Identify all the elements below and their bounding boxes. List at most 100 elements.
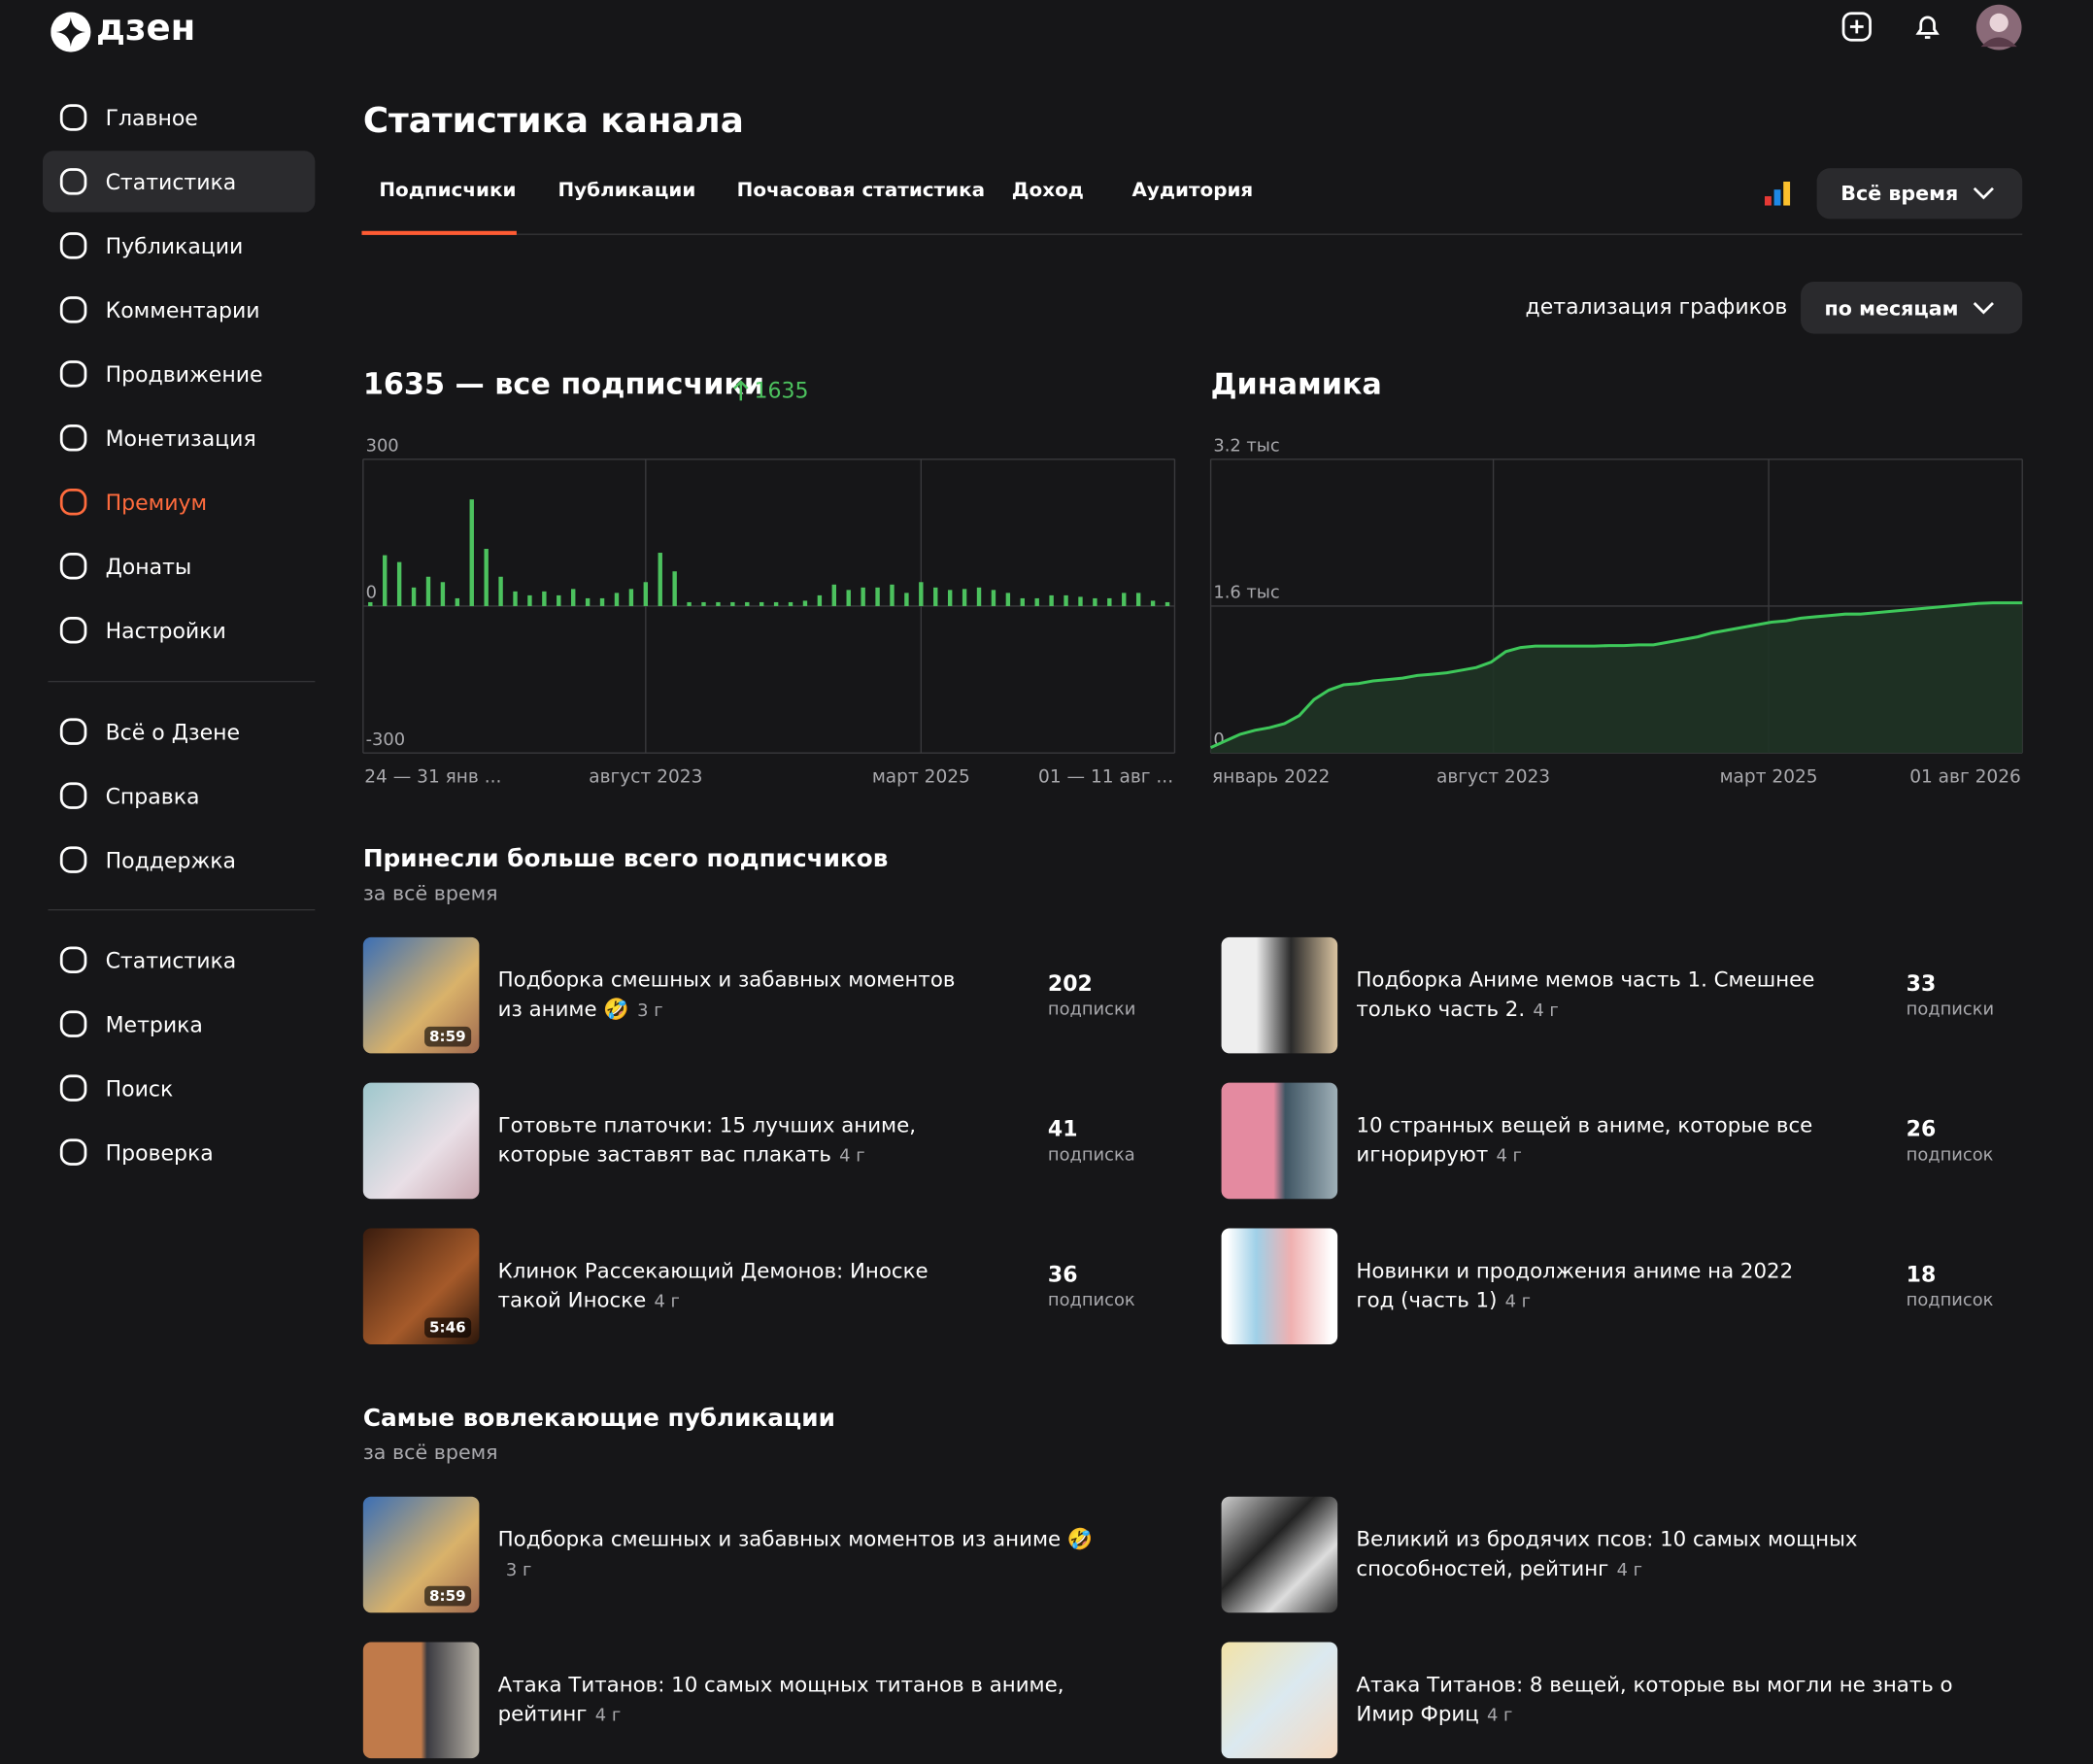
nav-label: Настройки xyxy=(105,617,226,643)
nav-icon xyxy=(59,946,87,973)
nav-item[interactable]: Метрика xyxy=(43,994,315,1055)
nav-icon xyxy=(59,232,87,259)
y-tick-label: 0 xyxy=(366,583,377,603)
nav-icon xyxy=(59,616,87,644)
publication[interactable]: Клинок Рассекающий Демонов: Иноске такой… xyxy=(498,1228,965,1344)
bar xyxy=(991,590,996,606)
tab[interactable]: Публикации xyxy=(557,180,696,202)
nav-item[interactable]: Продвижение xyxy=(43,343,315,404)
publication[interactable]: 10 странных вещей в аниме, которые все и… xyxy=(1356,1083,1823,1200)
nav-label: Поддержка xyxy=(105,847,237,873)
publication-age: 4 г xyxy=(1533,1001,1559,1021)
bar xyxy=(455,597,460,606)
tab[interactable]: Доход xyxy=(1011,180,1084,202)
thumbnail[interactable] xyxy=(1221,1496,1338,1613)
sidebar-divider xyxy=(48,908,316,911)
subscriber-unit: подписки xyxy=(1047,1000,1136,1021)
publication[interactable]: Подборка Аниме мемов часть 1. Смешнее то… xyxy=(1356,937,1823,1054)
bar xyxy=(687,601,692,606)
nav-item[interactable]: Монетизация xyxy=(43,407,315,468)
tab[interactable]: Почасовая статистика xyxy=(736,180,986,202)
bar xyxy=(802,600,808,606)
avatar[interactable] xyxy=(1975,4,2022,51)
duration: 8:59 xyxy=(423,1585,472,1607)
publication-text: Великий из бродячих псов: 10 самых мощны… xyxy=(1356,1524,1997,1585)
thumbnail[interactable]: 5:46 xyxy=(362,1228,480,1345)
nav-icon xyxy=(59,553,87,580)
nav-item[interactable]: Поиск xyxy=(43,1058,315,1119)
nav-item[interactable]: Главное xyxy=(43,86,315,148)
nav-label: Монетизация xyxy=(105,424,256,451)
chevron xyxy=(1974,301,1995,314)
publication-title: Подборка смешных и забавных моментов из … xyxy=(497,1526,1094,1551)
nav-label: Донаты xyxy=(105,553,192,579)
nav-label: Премиум xyxy=(105,489,208,515)
nav-item[interactable]: Настройки xyxy=(43,599,315,661)
nav-item[interactable]: Поддержка xyxy=(43,830,315,891)
nav-item[interactable]: Премиум xyxy=(43,471,315,532)
logo-text[interactable]: дзен xyxy=(95,8,196,50)
publication-age: 4 г xyxy=(1504,1291,1532,1312)
thumbnail[interactable] xyxy=(1221,936,1338,1054)
bar xyxy=(1122,593,1127,606)
thumbnail[interactable] xyxy=(362,1082,480,1200)
publication[interactable]: Новинки и продолжения аниме на 2022 год … xyxy=(1356,1228,1823,1344)
nav-label: Главное xyxy=(105,104,198,131)
detail-select[interactable]: по месяцам xyxy=(1801,281,2023,334)
publication-age: 3 г xyxy=(505,1559,532,1580)
publication-title: Подборка Аниме мемов часть 1. Смешнее то… xyxy=(1356,967,1815,1021)
publication-title: Клинок Рассекающий Демонов: Иноске такой… xyxy=(497,1258,928,1312)
bar xyxy=(846,590,851,606)
subscriber-unit: подписок xyxy=(1047,1291,1135,1311)
bar xyxy=(628,589,634,606)
nav-item[interactable]: Справка xyxy=(43,765,315,827)
stats-icon[interactable] xyxy=(1764,181,1791,206)
bar xyxy=(672,571,677,606)
nav-icon xyxy=(59,360,87,388)
duration: 8:59 xyxy=(423,1026,472,1047)
nav-item[interactable]: Всё о Дзене xyxy=(43,701,315,763)
bar xyxy=(1107,597,1112,606)
x-tick-label: август 2023 xyxy=(1436,766,1550,787)
subscriber-count: 18 xyxy=(1906,1261,1937,1287)
thumbnail[interactable] xyxy=(1221,1228,1338,1345)
tab[interactable]: Подписчики xyxy=(379,180,517,202)
thumbnail[interactable] xyxy=(1221,1642,1338,1759)
nav-item[interactable]: Проверка xyxy=(43,1121,315,1182)
period-select[interactable]: Всё время xyxy=(1816,168,2023,220)
publication[interactable]: Подборка смешных и забавных моментов из … xyxy=(498,937,965,1054)
nav-item[interactable]: Публикации xyxy=(43,215,315,276)
publication-title: Готовьте платочки: 15 лучших аниме, кото… xyxy=(497,1112,917,1167)
publication[interactable]: Готовьте платочки: 15 лучших аниме, кото… xyxy=(498,1083,965,1200)
bar xyxy=(658,553,662,606)
nav-label: Публикации xyxy=(105,232,244,258)
bar xyxy=(1078,596,1083,606)
notifications-button[interactable] xyxy=(1911,11,1943,43)
nav-icon xyxy=(59,1010,87,1037)
publication[interactable]: Атака Титанов: 8 вещей, которые вы могли… xyxy=(1356,1643,1997,1759)
publication[interactable]: Атака Титанов: 10 самых мощных титанов в… xyxy=(498,1643,1098,1759)
add-button[interactable] xyxy=(1840,11,1873,43)
nav-icon xyxy=(59,846,87,873)
publication[interactable]: Подборка смешных и забавных моментов из … xyxy=(498,1497,1098,1613)
thumbnail[interactable]: 8:59 xyxy=(362,1496,480,1613)
bar xyxy=(1049,594,1054,606)
bar xyxy=(861,587,865,606)
bar xyxy=(383,555,388,606)
thumbnail[interactable]: 8:59 xyxy=(362,936,480,1054)
nav-item[interactable]: Статистика xyxy=(42,151,316,213)
thumbnail[interactable] xyxy=(1221,1082,1338,1200)
thumbnail[interactable] xyxy=(362,1642,480,1759)
y-tick-label: 0 xyxy=(1213,729,1224,750)
publication-text: Новинки и продолжения аниме на 2022 год … xyxy=(1356,1256,1823,1317)
nav-item[interactable]: Статистика xyxy=(43,930,315,991)
tab[interactable]: Аудитория xyxy=(1131,180,1254,202)
bar xyxy=(484,549,489,606)
publication[interactable]: Великий из бродячих псов: 10 самых мощны… xyxy=(1356,1497,1997,1613)
x-tick-label: 24 — 31 янв ... xyxy=(364,766,501,787)
nav-item[interactable]: Комментарии xyxy=(43,279,315,340)
bar xyxy=(614,593,620,606)
nav-icon xyxy=(59,718,87,745)
nav-item[interactable]: Донаты xyxy=(43,535,315,596)
section-title: Принесли больше всего подписчиков xyxy=(362,844,889,873)
